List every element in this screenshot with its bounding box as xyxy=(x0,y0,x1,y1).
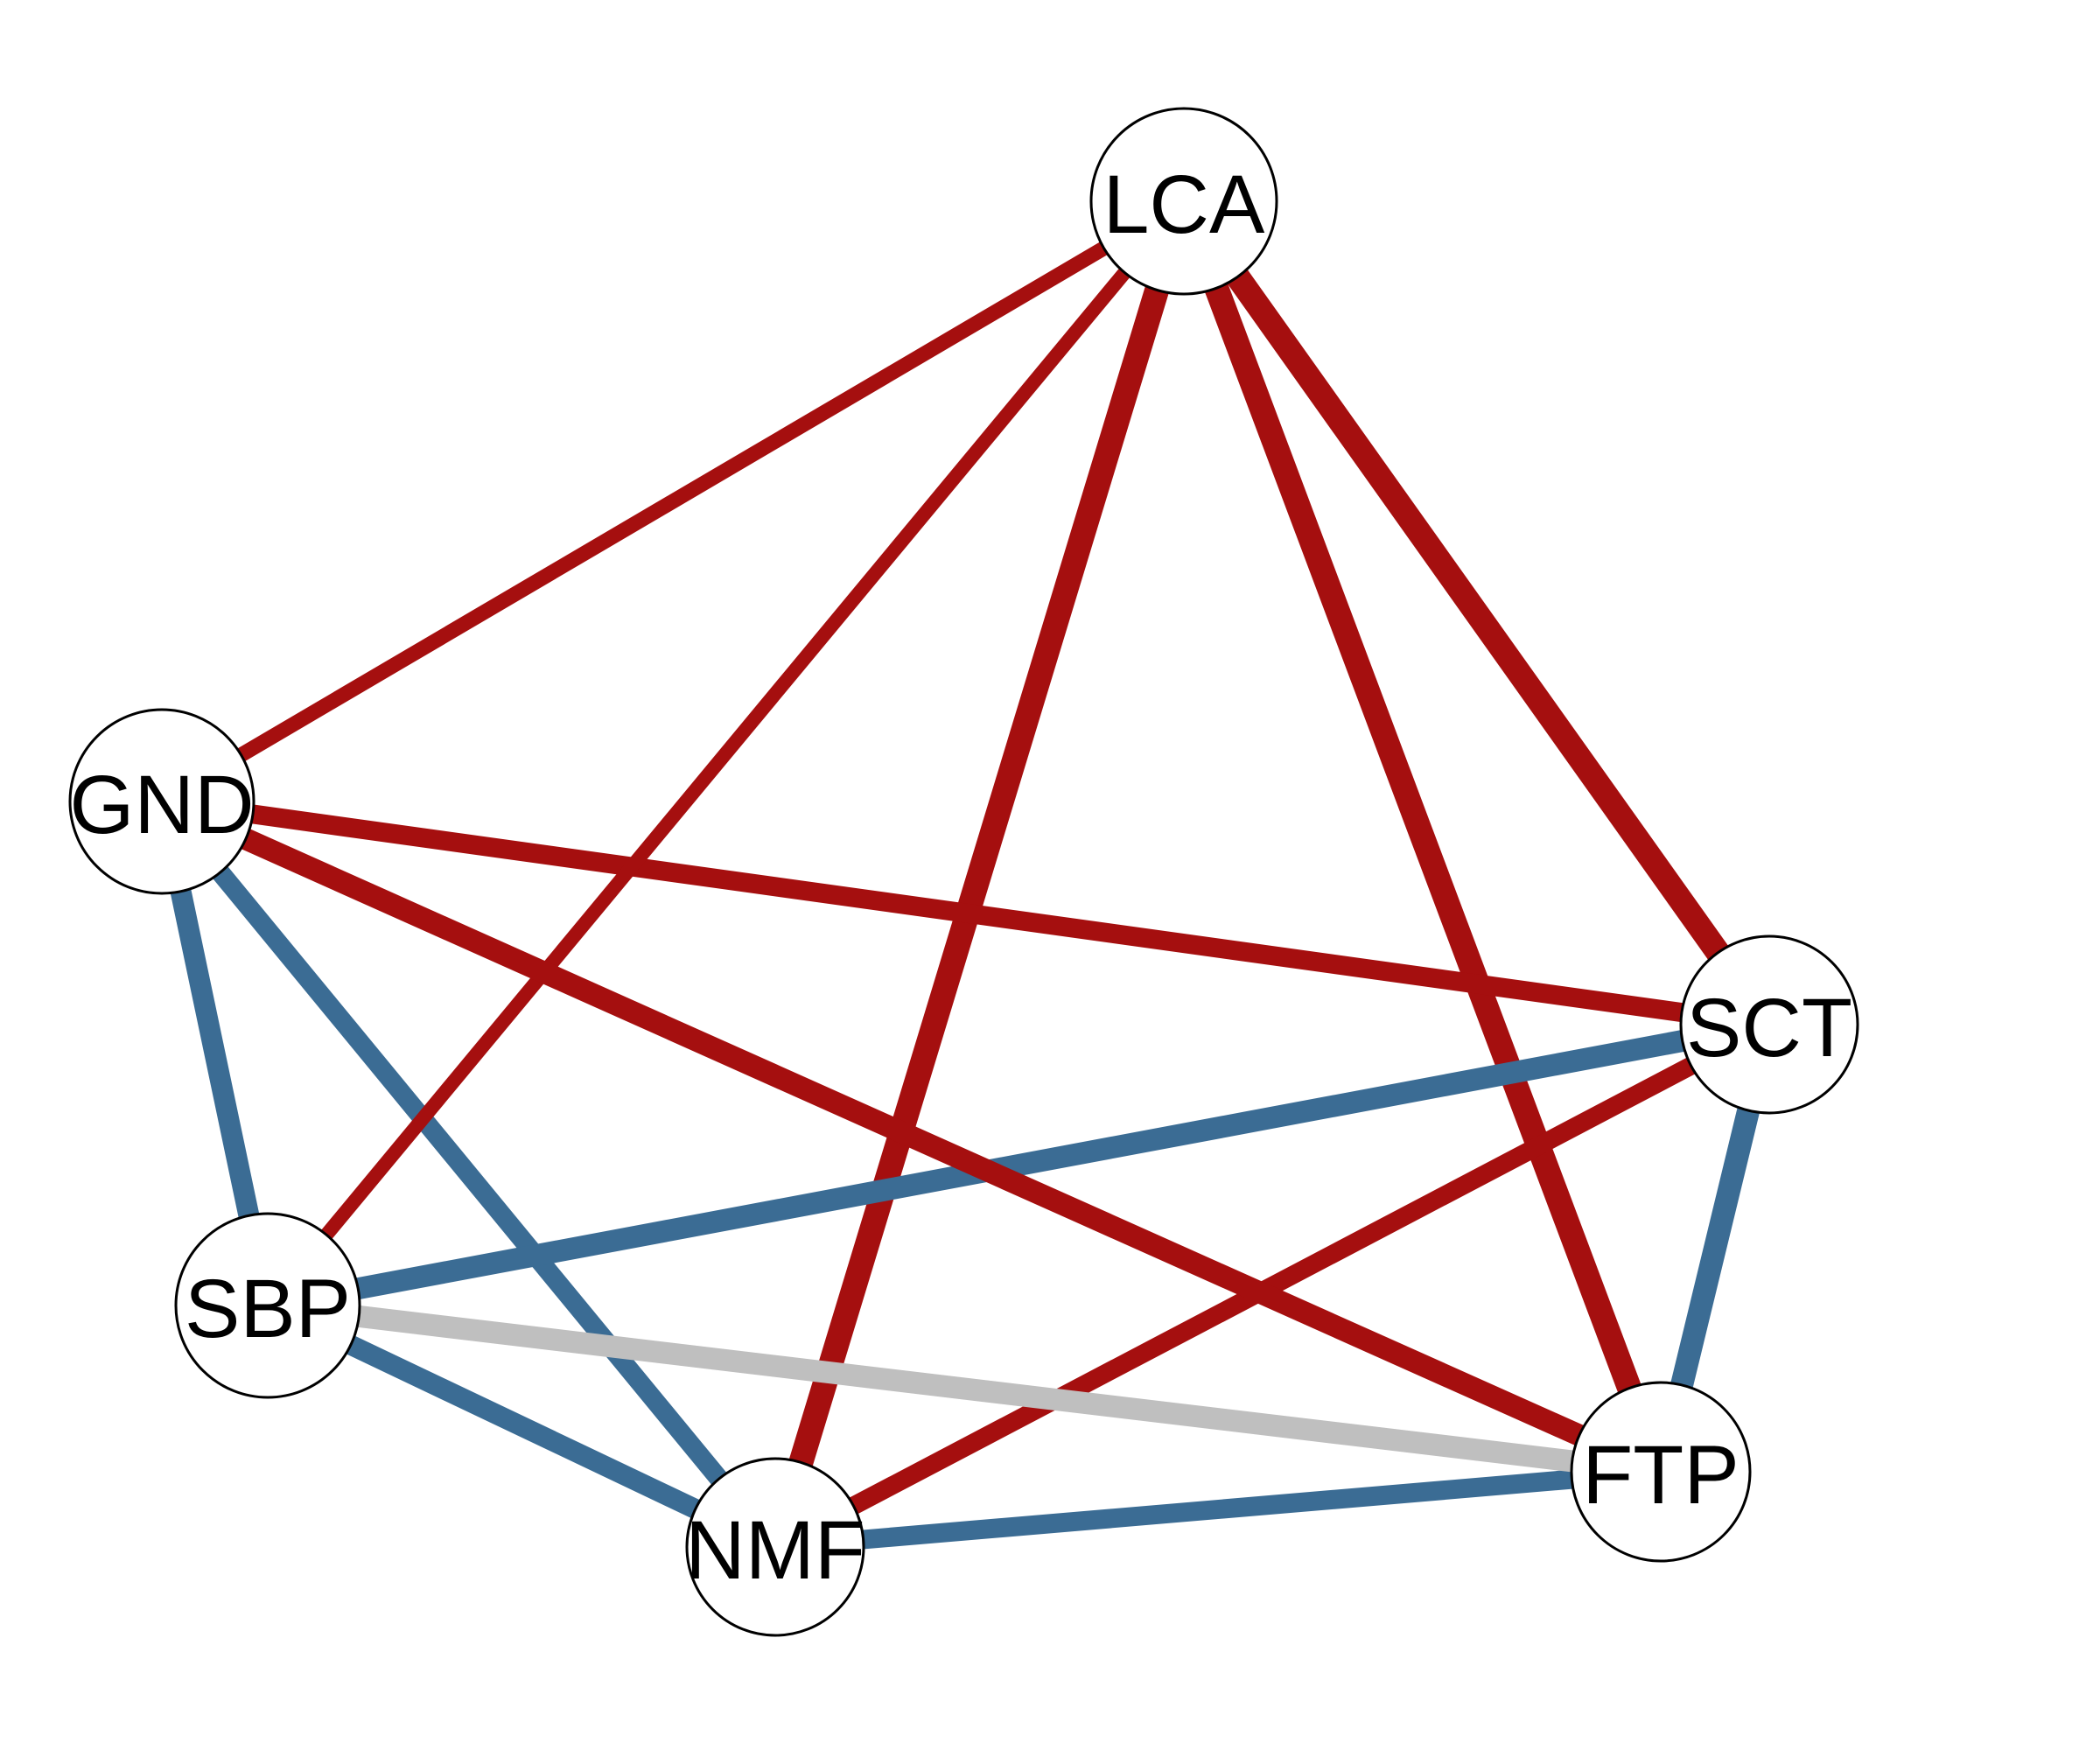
node-circle-gnd xyxy=(68,708,256,895)
node-label-lca: LCA xyxy=(1103,158,1265,251)
node-circle-sct xyxy=(1679,934,1859,1115)
node-ftp: FTP xyxy=(1570,1381,1752,1563)
edge-gnd-nmf xyxy=(154,795,783,1553)
edge-lca-gnd xyxy=(158,194,1188,808)
node-sct: SCT xyxy=(1679,934,1859,1115)
node-label-sct: SCT xyxy=(1686,982,1852,1074)
node-label-sbp: SBP xyxy=(185,1263,351,1355)
edge-lca-nmf xyxy=(763,197,1196,1551)
node-circle-nmf xyxy=(685,1457,865,1637)
node-nmf: NMF xyxy=(685,1457,865,1637)
edge-lca-sbp xyxy=(262,196,1190,1311)
node-label-ftp: FTP xyxy=(1582,1429,1739,1522)
edge-layer xyxy=(151,193,1781,1557)
edge-sbp-ftp xyxy=(266,1294,1662,1483)
edge-sbp-sct xyxy=(265,1013,1772,1317)
node-layer: LCA GND SCT SBP NMF FTP xyxy=(68,107,1859,1637)
edge-gnd-ftp xyxy=(157,791,1666,1482)
edge-lca-sct xyxy=(1173,193,1780,1032)
node-label-nmf: NMF xyxy=(685,1504,865,1597)
node-lca: LCA xyxy=(1089,107,1278,296)
edge-lca-ftp xyxy=(1172,197,1673,1476)
node-sbp: SBP xyxy=(174,1212,361,1399)
node-circle-lca xyxy=(1089,107,1278,296)
edge-gnd-sct xyxy=(160,792,1771,1034)
node-label-gnd: GND xyxy=(69,759,254,851)
node-gnd: GND xyxy=(68,708,256,895)
node-circle-sbp xyxy=(174,1212,361,1399)
edge-sbp-nmf xyxy=(263,1296,780,1557)
node-circle-ftp xyxy=(1570,1381,1752,1563)
edge-nmf-ftp xyxy=(774,1462,1662,1557)
edge-nmf-sct xyxy=(771,1016,1774,1556)
